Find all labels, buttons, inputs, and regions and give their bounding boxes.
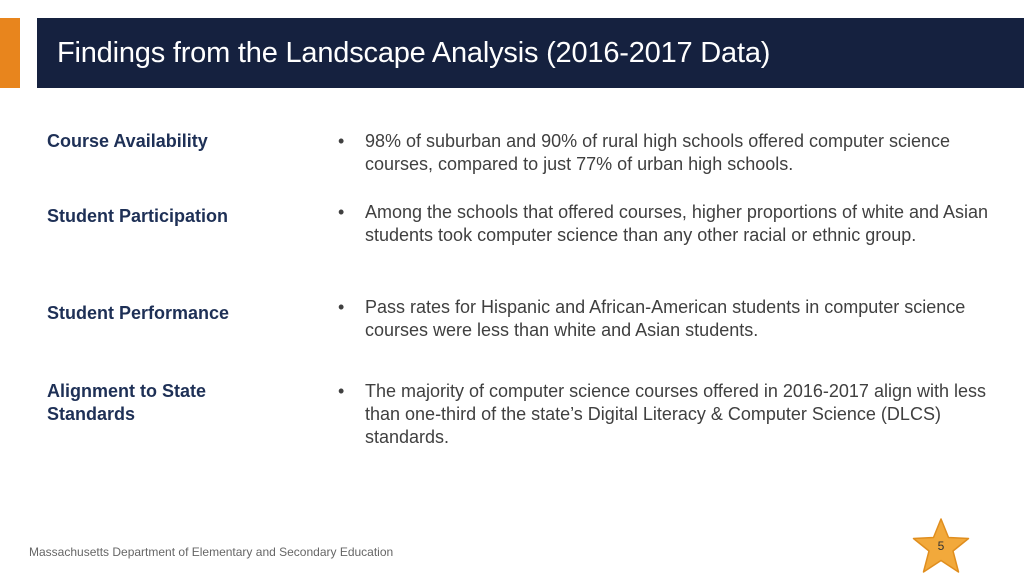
orange-accent-bar xyxy=(0,18,20,88)
bullet-marker: • xyxy=(338,297,345,317)
finding-text: Pass rates for Hispanic and African-Amer… xyxy=(365,297,966,340)
finding-label: Student Performance xyxy=(47,303,230,323)
page-title: Findings from the Landscape Analysis (20… xyxy=(57,37,771,69)
title-bar: Findings from the Landscape Analysis (20… xyxy=(37,18,1024,88)
finding-text: Among the schools that offered courses, … xyxy=(365,202,989,245)
bullet-marker: • xyxy=(338,381,345,401)
bullet-marker: • xyxy=(338,202,345,222)
finding-label: Course Availability xyxy=(47,131,208,151)
finding-label: Student Participation xyxy=(47,206,229,226)
bullet-marker: • xyxy=(338,131,345,151)
finding-text: 98% of suburban and 90% of rural high sc… xyxy=(365,131,951,174)
finding-label: Alignment to State Standards xyxy=(47,381,207,424)
page-number-badge: 5 xyxy=(910,517,972,575)
footer-organization: Massachusetts Department of Elementary a… xyxy=(29,545,394,559)
star-icon xyxy=(912,518,970,573)
finding-text: The majority of computer science courses… xyxy=(365,381,986,447)
page-number: 5 xyxy=(937,539,945,553)
